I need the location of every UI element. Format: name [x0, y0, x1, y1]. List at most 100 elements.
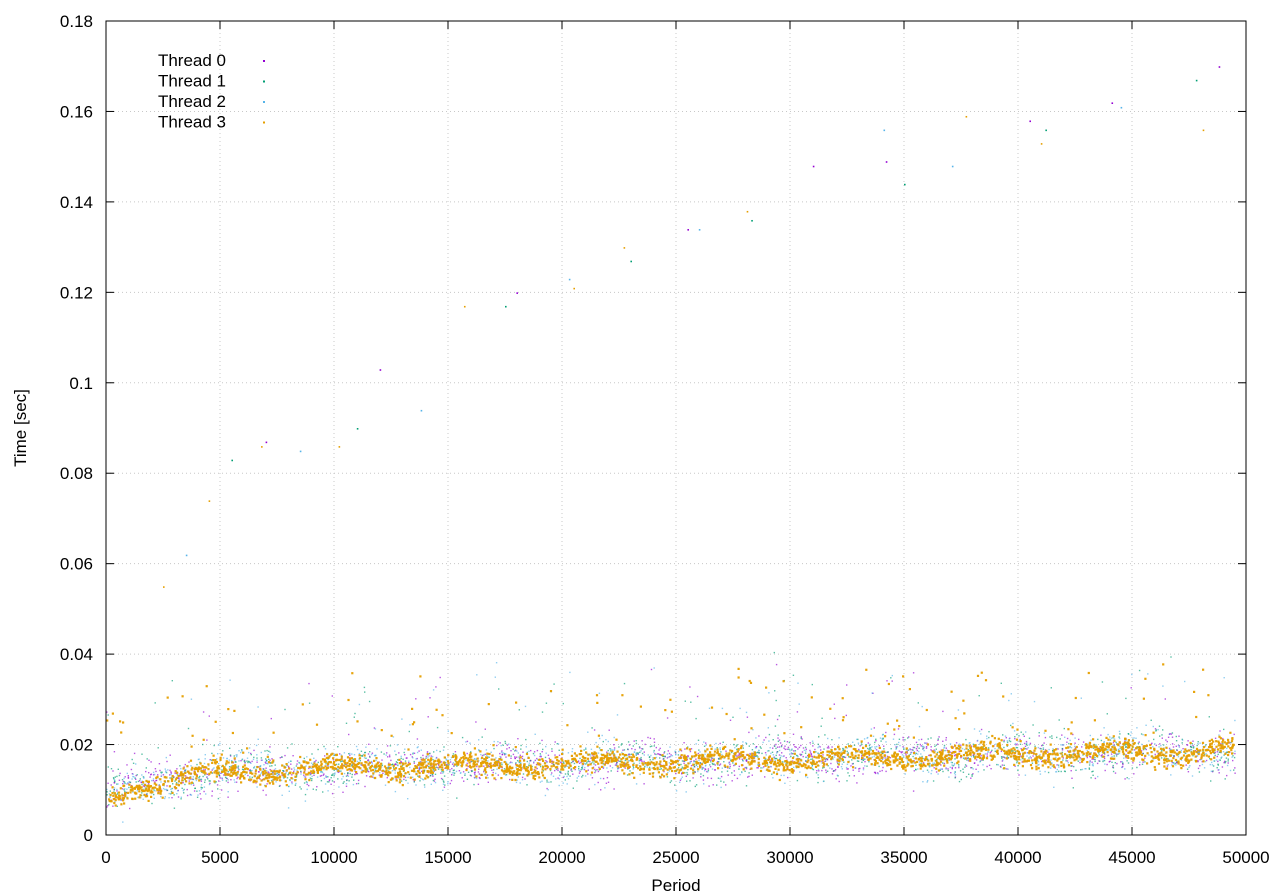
data-point — [653, 751, 655, 753]
data-point — [546, 781, 548, 783]
data-point — [355, 783, 358, 785]
data-point — [432, 689, 435, 691]
data-point — [545, 702, 548, 704]
data-point — [517, 752, 519, 754]
data-point — [778, 778, 781, 782]
data-point — [404, 762, 407, 765]
data-point — [553, 683, 555, 685]
data-point — [504, 774, 507, 776]
outlier-point — [1045, 129, 1047, 132]
data-point — [1131, 767, 1134, 769]
data-point — [315, 723, 319, 726]
data-point — [606, 759, 609, 762]
data-point — [751, 749, 754, 751]
data-point — [746, 716, 749, 718]
data-point — [1129, 734, 1132, 737]
data-point — [766, 764, 769, 766]
data-point — [370, 760, 373, 763]
data-point — [1230, 741, 1232, 744]
data-point — [1210, 780, 1212, 782]
data-point — [221, 777, 223, 779]
data-point — [881, 769, 883, 772]
data-point — [718, 764, 721, 766]
data-point — [174, 772, 176, 774]
data-point — [497, 766, 501, 770]
data-point — [862, 746, 865, 749]
data-point — [473, 772, 476, 774]
data-point — [170, 772, 172, 774]
data-point — [503, 752, 506, 755]
data-point — [972, 773, 974, 775]
data-point — [294, 784, 297, 786]
data-point — [234, 759, 236, 761]
data-point — [971, 751, 975, 754]
data-point — [464, 773, 466, 775]
data-point — [246, 768, 249, 771]
data-point — [120, 799, 122, 801]
data-point — [404, 754, 406, 756]
data-point — [742, 760, 745, 762]
data-point — [1098, 754, 1100, 756]
data-point — [705, 744, 707, 746]
data-point — [1089, 734, 1091, 737]
data-point — [962, 768, 964, 770]
data-point — [1192, 744, 1194, 747]
data-point — [759, 769, 763, 773]
data-point — [607, 759, 610, 762]
data-point — [1208, 716, 1210, 718]
data-point — [284, 754, 286, 757]
data-point — [147, 782, 150, 785]
data-point — [589, 755, 592, 757]
data-point — [778, 746, 781, 748]
data-point — [971, 774, 973, 776]
data-point — [504, 740, 506, 743]
data-point — [1125, 743, 1127, 745]
data-point — [712, 763, 714, 766]
data-point — [1000, 739, 1003, 742]
data-point — [1174, 762, 1177, 765]
data-point — [430, 783, 432, 785]
data-point — [1232, 755, 1234, 757]
data-point — [190, 783, 193, 786]
data-point — [620, 761, 623, 764]
data-point — [1109, 741, 1111, 744]
data-point — [640, 756, 642, 759]
data-point — [927, 780, 929, 782]
data-point — [1069, 746, 1071, 748]
data-point — [148, 759, 150, 761]
data-point — [738, 758, 741, 760]
data-point — [670, 754, 672, 756]
data-point — [857, 738, 859, 741]
data-point — [1144, 761, 1146, 763]
data-point — [883, 750, 886, 753]
data-point — [946, 758, 949, 760]
data-point — [578, 768, 580, 770]
data-point — [1217, 753, 1219, 756]
data-point — [1171, 761, 1173, 764]
data-point — [301, 703, 304, 706]
data-point — [1053, 786, 1055, 788]
data-point — [652, 757, 654, 759]
data-point — [423, 784, 426, 786]
data-point — [1056, 736, 1058, 739]
data-point — [871, 692, 873, 694]
data-point — [651, 775, 655, 778]
data-point — [647, 754, 649, 756]
data-point — [740, 751, 743, 754]
data-point — [445, 762, 447, 764]
data-point — [817, 781, 819, 784]
data-point — [1133, 737, 1135, 739]
data-point — [1114, 753, 1117, 755]
data-point — [519, 759, 522, 762]
data-point — [598, 767, 601, 770]
data-point — [901, 754, 904, 756]
data-point — [306, 788, 308, 791]
data-point — [1164, 752, 1167, 755]
data-point — [418, 769, 421, 771]
data-point — [874, 771, 877, 774]
data-point — [991, 749, 993, 752]
data-point — [681, 760, 684, 762]
data-point — [1089, 761, 1091, 763]
data-point — [566, 775, 568, 778]
data-point — [326, 781, 329, 783]
